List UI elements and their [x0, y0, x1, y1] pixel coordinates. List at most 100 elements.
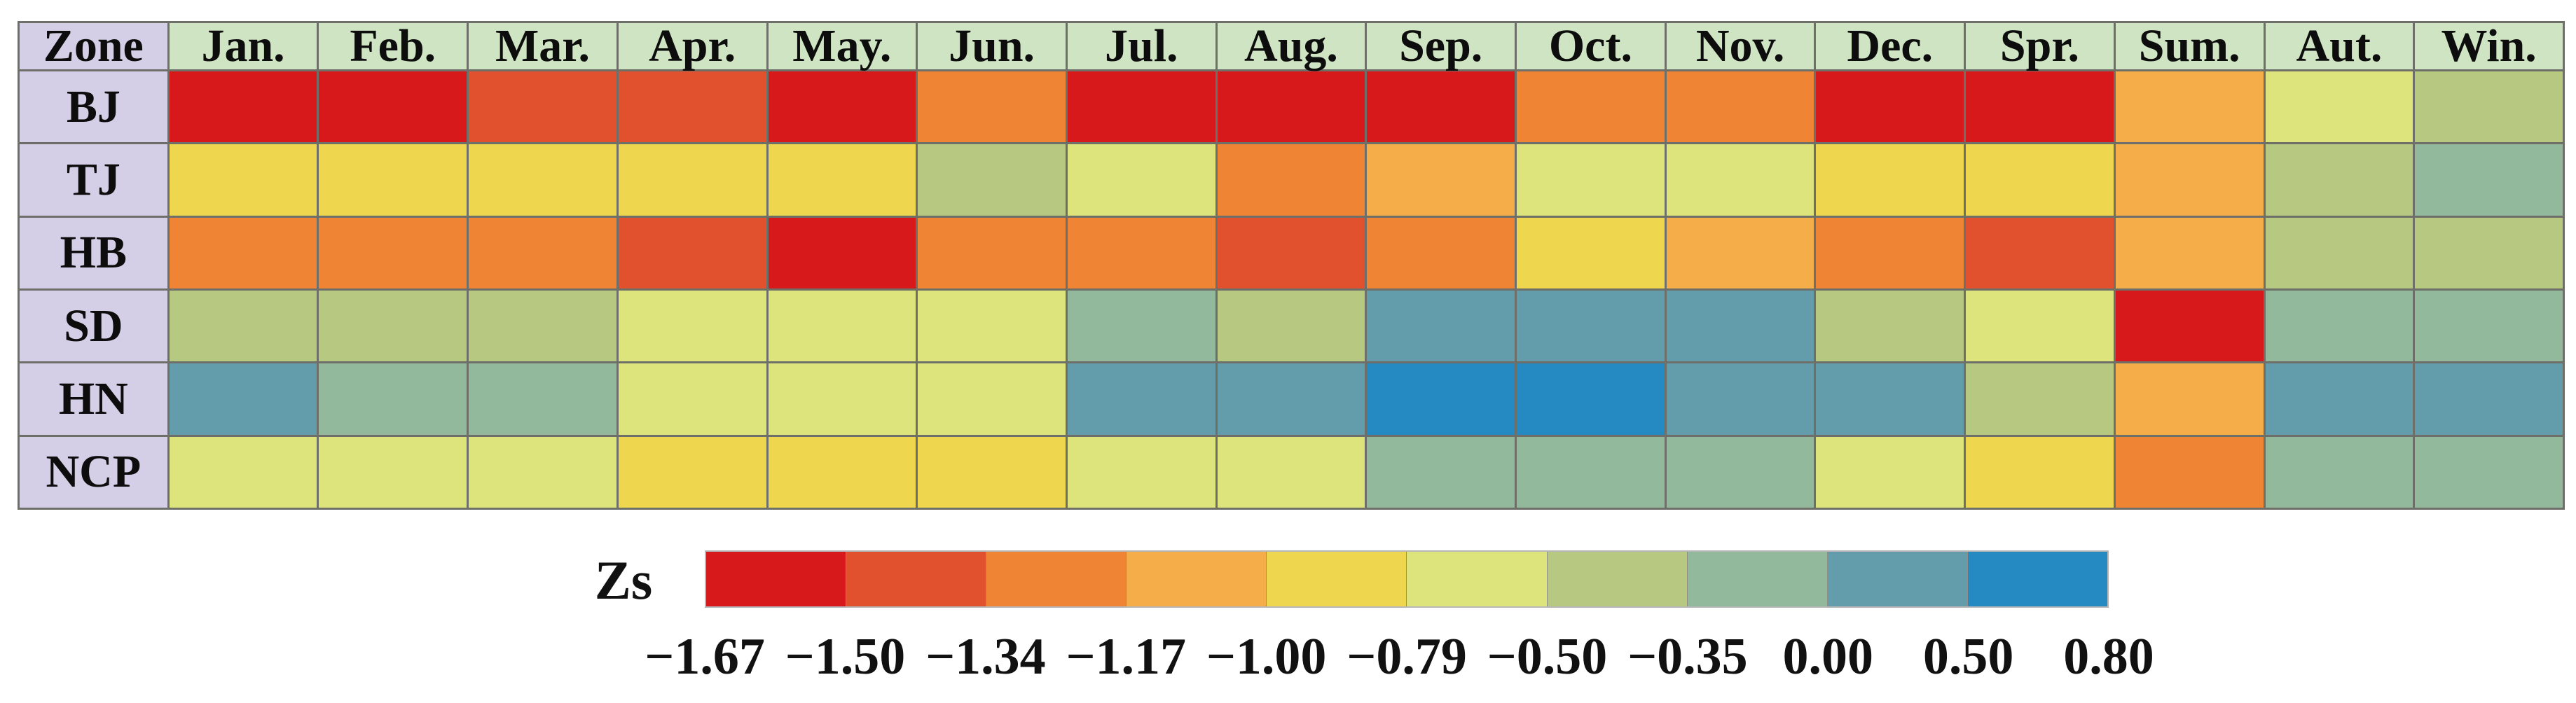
heatmap-cell	[1664, 215, 1817, 291]
heatmap-cell	[1664, 434, 1817, 510]
heatmap-cell	[167, 361, 319, 437]
heatmap-cell	[1814, 434, 1967, 510]
heatmap-cell	[1365, 434, 1517, 510]
heatmap-cell	[766, 361, 918, 437]
heatmap-cell	[2263, 215, 2416, 291]
heatmap-cell	[467, 142, 619, 218]
heatmap-cell	[167, 69, 319, 145]
heatmap-cell	[1964, 69, 2116, 145]
column-header-cell: Dec.	[1814, 21, 1967, 71]
colorbar-segment	[1407, 552, 1548, 606]
heatmap-cell	[1065, 361, 1218, 437]
heatmap-cell	[1515, 142, 1667, 218]
heatmap-cell	[1515, 215, 1667, 291]
heatmap-cell	[2263, 288, 2416, 364]
heatmap-cell	[1215, 434, 1368, 510]
colorbar-segment	[846, 552, 987, 606]
heatmap-cell	[2263, 361, 2416, 437]
zone-header-cell: HB	[18, 215, 170, 291]
column-header-cell: May.	[766, 21, 918, 71]
table-row: NCP	[18, 434, 2565, 510]
colorbar-segment	[706, 552, 847, 606]
heatmap-cell	[2113, 288, 2266, 364]
heatmap-cell	[766, 142, 918, 218]
zone-header-cell: NCP	[18, 434, 170, 510]
zone-header-cell: TJ	[18, 142, 170, 218]
colorbar-tick-label: 0.50	[1922, 628, 2014, 685]
heatmap-cell	[317, 288, 469, 364]
heatmap-cell	[317, 142, 469, 218]
heatmap-cell	[766, 434, 918, 510]
heatmap-cell	[1065, 142, 1218, 218]
heatmap-cell	[1065, 434, 1218, 510]
heatmap-cell	[167, 215, 319, 291]
zone-header-cell: SD	[18, 288, 170, 364]
heatmap-cell	[766, 69, 918, 145]
column-header-cell: Aut.	[2263, 21, 2416, 71]
heatmap-cell	[167, 142, 319, 218]
colorbar-segment	[1687, 552, 1828, 606]
heatmap-cell	[916, 361, 1068, 437]
column-header-cell: Jan.	[167, 21, 319, 71]
colorbar-tick-label: −1.00	[1206, 628, 1327, 685]
heatmap-cell	[2263, 142, 2416, 218]
colorbar-tick-label: −0.79	[1346, 628, 1467, 685]
column-header-cell: Sum.	[2113, 21, 2266, 71]
heatmap-cell	[467, 434, 619, 510]
heatmap-cell	[1365, 142, 1517, 218]
column-header-cell: Spr.	[1964, 21, 2116, 71]
heatmap-cell	[916, 288, 1068, 364]
heatmap-cell	[1215, 288, 1368, 364]
colorbar-segment	[1267, 552, 1407, 606]
heatmap-cell	[1515, 69, 1667, 145]
heatmap-cell	[2413, 69, 2565, 145]
heatmap-cell	[1664, 361, 1817, 437]
heatmap-cell	[616, 288, 769, 364]
heatmap-cell	[2113, 434, 2266, 510]
zone-month-heatmap-table: Zone Jan. Feb. Mar. Apr. May. Jun. Jul. Aug. Sep…	[18, 21, 2565, 510]
heatmap-cell	[616, 215, 769, 291]
table-body: BJ TJ HB SD HN NCP	[18, 69, 2565, 510]
heatmap-cell	[1964, 361, 2116, 437]
heatmap-cell	[317, 434, 469, 510]
heatmap-cell	[1814, 361, 1967, 437]
heatmap-cell	[2413, 288, 2565, 364]
table-row: HN	[18, 361, 2565, 437]
heatmap-cell	[467, 69, 619, 145]
colorbar	[705, 550, 2109, 608]
heatmap-cell	[1215, 69, 1368, 145]
colorbar-segment	[1547, 552, 1688, 606]
corner-header-cell: Zone	[18, 21, 170, 71]
heatmap-cell	[1065, 288, 1218, 364]
column-header-cell: Apr.	[616, 21, 769, 71]
heatmap-cell	[2413, 142, 2565, 218]
heatmap-cell	[1515, 434, 1667, 510]
header-row: Zone Jan. Feb. Mar. Apr. May. Jun. Jul. Aug. Sep…	[18, 21, 2565, 71]
heatmap-cell	[1664, 142, 1817, 218]
column-header-cell: Nov.	[1664, 21, 1817, 71]
colorbar-tick-label: −1.50	[785, 628, 906, 685]
heatmap-cell	[616, 142, 769, 218]
colorbar-tick-label: −0.50	[1487, 628, 1608, 685]
table-row: HB	[18, 215, 2565, 291]
heatmap-cell	[616, 361, 769, 437]
heatmap-cell	[766, 288, 918, 364]
colorbar-segment	[1127, 552, 1267, 606]
colorbar-segment	[986, 552, 1127, 606]
heatmap-cell	[317, 361, 469, 437]
heatmap-cell	[467, 288, 619, 364]
heatmap-cell	[467, 215, 619, 291]
zone-header-cell: BJ	[18, 69, 170, 145]
heatmap-cell	[2113, 215, 2266, 291]
heatmap-cell	[616, 69, 769, 145]
heatmap-cell	[1365, 288, 1517, 364]
heatmap-cell	[2113, 142, 2266, 218]
heatmap-cell	[167, 434, 319, 510]
heatmap-cell	[1515, 288, 1667, 364]
heatmap-cell	[2413, 434, 2565, 510]
heatmap-cell	[916, 142, 1068, 218]
heatmap-cell	[1365, 361, 1517, 437]
heatmap-cell	[1664, 288, 1817, 364]
colorbar-tick-label: −1.17	[1066, 628, 1187, 685]
heatmap-cell	[2113, 361, 2266, 437]
